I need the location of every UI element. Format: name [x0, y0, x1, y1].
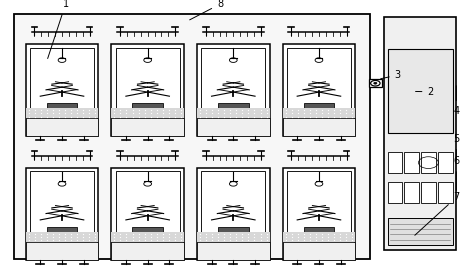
Bar — [30, 171, 94, 239]
Bar — [283, 44, 355, 136]
Bar — [26, 118, 98, 136]
Circle shape — [374, 82, 377, 84]
Bar — [26, 44, 98, 136]
Bar — [283, 118, 355, 136]
Bar — [388, 182, 402, 203]
Bar — [132, 227, 163, 236]
Bar — [384, 17, 456, 250]
Bar — [388, 49, 453, 133]
Bar — [283, 168, 355, 260]
Text: 4: 4 — [453, 86, 460, 116]
Bar — [388, 152, 402, 173]
Bar — [14, 14, 370, 259]
Text: 2: 2 — [416, 87, 434, 97]
Text: 5: 5 — [453, 134, 460, 160]
Text: 3: 3 — [380, 70, 401, 80]
Bar — [304, 103, 334, 113]
Bar — [111, 118, 184, 136]
Bar — [47, 227, 77, 236]
Bar — [287, 48, 351, 115]
Bar — [197, 44, 270, 136]
Bar — [197, 232, 270, 242]
Bar — [197, 242, 270, 260]
Bar — [111, 108, 184, 118]
Bar — [47, 103, 77, 113]
Bar — [369, 79, 382, 87]
Bar — [26, 108, 98, 118]
Bar — [438, 182, 453, 203]
Bar — [218, 103, 249, 113]
Bar — [304, 227, 334, 236]
Bar — [26, 242, 98, 260]
Text: 7: 7 — [415, 192, 460, 235]
Bar — [201, 48, 265, 115]
Text: 6: 6 — [453, 156, 460, 190]
Text: 1: 1 — [48, 0, 69, 59]
Bar — [404, 182, 419, 203]
Bar — [283, 232, 355, 242]
Bar — [287, 171, 351, 239]
Bar — [421, 182, 436, 203]
Bar — [388, 218, 453, 245]
Bar — [116, 48, 180, 115]
Bar — [26, 168, 98, 260]
Bar — [116, 171, 180, 239]
Bar — [218, 227, 249, 236]
Bar — [111, 232, 184, 242]
Bar — [111, 168, 184, 260]
Bar — [283, 108, 355, 118]
Bar — [197, 118, 270, 136]
Bar — [404, 152, 419, 173]
Bar — [132, 103, 163, 113]
Bar — [197, 168, 270, 260]
Text: 8: 8 — [190, 0, 223, 20]
Bar — [201, 171, 265, 239]
Bar — [421, 152, 436, 173]
Bar — [197, 108, 270, 118]
Bar — [111, 242, 184, 260]
Bar — [283, 242, 355, 260]
Bar — [111, 44, 184, 136]
Bar — [438, 152, 453, 173]
Bar — [30, 48, 94, 115]
Bar — [26, 232, 98, 242]
